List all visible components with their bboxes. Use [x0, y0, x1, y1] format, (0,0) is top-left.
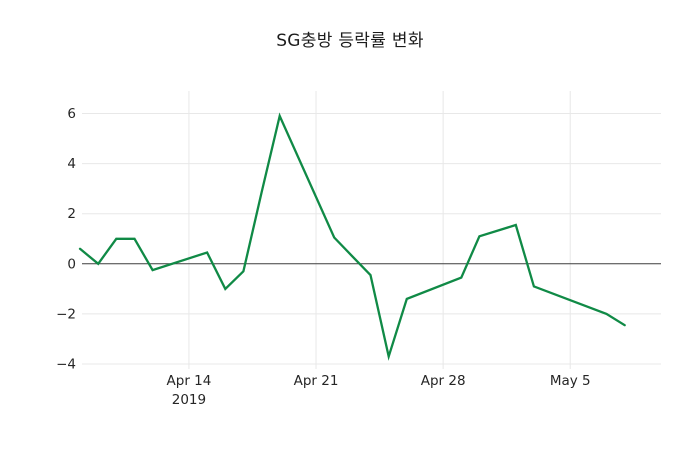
chart-title: SG충방 등락률 변화 — [276, 31, 424, 51]
y-tick-label: 0 — [67, 256, 76, 272]
x-tick-label: Apr 21 — [294, 373, 339, 389]
y-tick-label: −4 — [56, 356, 76, 372]
x-tick-year-label: 2019 — [172, 392, 206, 408]
x-tick-label: May 5 — [550, 373, 591, 389]
x-tick-label: Apr 28 — [421, 373, 466, 389]
x-tick-label: Apr 14 — [167, 373, 212, 389]
y-tick-label: −2 — [56, 306, 76, 322]
price-change-line — [78, 112, 626, 361]
y-tick-label: 2 — [67, 206, 76, 222]
y-tick-label: 4 — [67, 156, 76, 172]
y-tick-label: 6 — [67, 106, 76, 122]
